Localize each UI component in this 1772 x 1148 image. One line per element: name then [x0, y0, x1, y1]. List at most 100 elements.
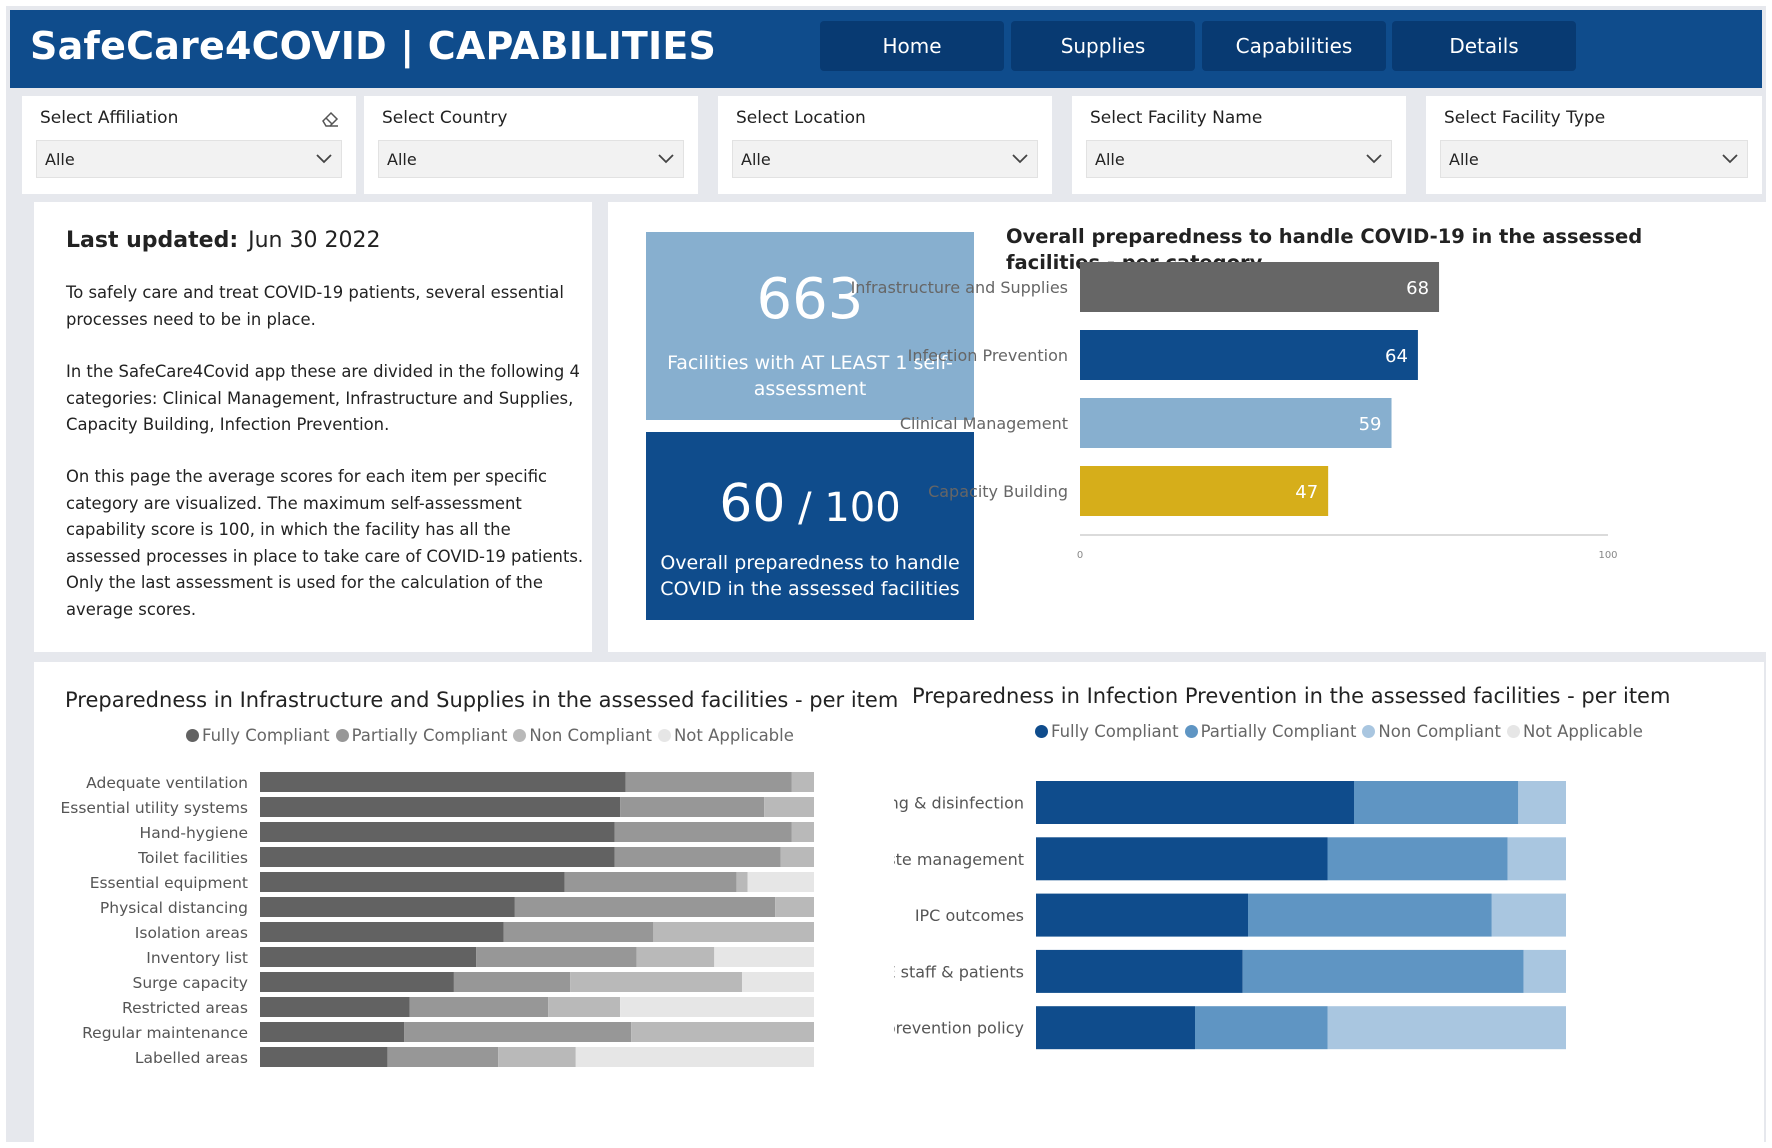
kpi-facilities-value: 663: [756, 267, 864, 332]
facility-name-select[interactable]: Alle: [1086, 140, 1392, 178]
item-label: Restricted areas: [122, 999, 248, 1017]
item-label: Surge capacity: [132, 974, 248, 992]
segment-partially-compliant-infection-prevention-policy: [1195, 1006, 1328, 1050]
filter-label: Select Affiliation: [40, 108, 179, 128]
item-label: Toilet facilities: [137, 849, 248, 867]
select-value: Alle: [1095, 150, 1125, 169]
x-tick-label: 100: [1598, 550, 1617, 561]
location-select[interactable]: Alle: [732, 140, 1038, 178]
infrastructure-legend: Fully Compliant Partially Compliant Non Co…: [186, 726, 794, 745]
legend-item-not-applicable[interactable]: Not Applicable: [1506, 722, 1643, 741]
segment-non-compliant-labelled-areas: [498, 1047, 576, 1067]
filter-affiliation: Select Affiliation Alle: [22, 96, 356, 194]
infection-stacked-chart: Cleaning & disinfection Waste management I…: [894, 781, 1566, 1050]
select-value: Alle: [741, 150, 771, 169]
bar-infection-prevention: [1080, 330, 1418, 380]
segment-partially-compliant-hand-hygiene: [614, 822, 792, 842]
infrastructure-stacked-chart: Adequate ventilation Essential utility sy…: [60, 772, 814, 1067]
nav-home-button[interactable]: Home: [820, 21, 1004, 71]
legend-item-not-applicable[interactable]: Not Applicable: [657, 726, 794, 745]
segment-non-compliant-ipc-outcomes: [1491, 893, 1566, 937]
category-label: Infrastructure and Supplies: [851, 278, 1068, 297]
legend-item-fully-compliant[interactable]: Fully Compliant: [1035, 722, 1179, 741]
item-label: Infection prevention policy: [894, 1019, 1024, 1038]
item-label: Cleaning & disinfection: [894, 794, 1024, 813]
x-tick-label: 0: [1077, 550, 1083, 561]
item-label: Isolation areas: [135, 924, 248, 942]
segment-partially-compliant-ppe-staff-patients: [1242, 949, 1524, 993]
segment-partially-compliant-physical-distancing: [514, 897, 776, 917]
segment-non-compliant-surge-capacity: [570, 972, 742, 992]
legend-item-partially-compliant[interactable]: Partially Compliant: [1184, 722, 1356, 741]
legend-item-fully-compliant[interactable]: Fully Compliant: [186, 726, 330, 745]
bar-capacity-building: [1080, 466, 1329, 516]
segment-partially-compliant-isolation-areas: [503, 922, 654, 942]
item-label: IPC outcomes: [915, 906, 1024, 925]
legend-dot: [1035, 725, 1048, 738]
legend-item-partially-compliant[interactable]: Partially Compliant: [335, 726, 508, 745]
select-value: Alle: [1449, 150, 1479, 169]
segment-fully-compliant-hand-hygiene: [260, 822, 615, 842]
segment-partially-compliant-cleaning-disinfection: [1354, 781, 1519, 824]
legend-item-non-compliant[interactable]: Non Compliant: [513, 726, 652, 745]
segment-partially-compliant-adequate-ventilation: [625, 772, 792, 792]
chevron-down-icon: [658, 154, 674, 164]
filter-facility-type: Select Facility Type Alle: [1426, 96, 1762, 194]
segment-non-compliant-hand-hygiene: [791, 822, 814, 842]
country-select[interactable]: Alle: [378, 140, 684, 178]
select-value: Alle: [387, 150, 417, 169]
bar-value-label: 47: [1295, 482, 1318, 503]
app-title: SafeCare4COVID | CAPABILITIES: [30, 24, 717, 68]
legend-label: Non Compliant: [1378, 722, 1501, 741]
facility-type-select[interactable]: Alle: [1440, 140, 1748, 178]
segment-non-compliant-infection-prevention-policy: [1327, 1006, 1566, 1050]
legend-dot: [513, 729, 527, 742]
last-updated: Last updated: Jun 30 2022: [66, 228, 380, 253]
dashboard-frame: SafeCare4COVID | CAPABILITIES Home Suppl…: [6, 6, 1766, 1142]
kpi-preparedness-score: 60 / 100: [646, 476, 974, 544]
info-paragraph: To safely care and treat COVID-19 patien…: [66, 283, 564, 329]
nav-supplies-button[interactable]: Supplies: [1011, 21, 1195, 71]
info-paragraph: In the SafeCare4Covid app these are divi…: [66, 362, 580, 434]
item-label: Regular maintenance: [82, 1024, 248, 1042]
segment-fully-compliant-waste-management: [1036, 837, 1328, 881]
affiliation-select[interactable]: Alle: [36, 140, 342, 178]
legend-label: Not Applicable: [673, 726, 794, 745]
bar-value-label: 64: [1385, 346, 1408, 367]
segment-fully-compliant-toilet-facilities: [260, 847, 615, 867]
segment-fully-compliant-ppe-staff-patients: [1036, 949, 1243, 993]
filter-label: Select Country: [382, 108, 508, 128]
eraser-icon[interactable]: [320, 110, 340, 128]
item-label: Labelled areas: [135, 1049, 248, 1067]
item-label: Adequate ventilation: [86, 774, 248, 792]
segment-partially-compliant-essential-equipment: [564, 872, 737, 892]
segment-fully-compliant-surge-capacity: [260, 972, 454, 992]
segment-fully-compliant-regular-maintenance: [260, 1022, 405, 1042]
segment-not-applicable-labelled-areas: [575, 1047, 814, 1067]
legend-dot: [335, 729, 349, 742]
segment-partially-compliant-labelled-areas: [387, 1047, 499, 1067]
kpi-preparedness-text: Overall preparedness to handle COVID in …: [660, 552, 960, 600]
segment-not-applicable-restricted-areas: [620, 997, 814, 1017]
segment-partially-compliant-waste-management: [1327, 837, 1508, 881]
chevron-down-icon: [1366, 154, 1382, 164]
chevron-down-icon: [1722, 154, 1738, 164]
segment-non-compliant-cleaning-disinfection: [1518, 781, 1566, 824]
segment-fully-compliant-restricted-areas: [260, 997, 410, 1017]
segment-non-compliant-regular-maintenance: [631, 1022, 814, 1042]
chevron-down-icon: [316, 154, 332, 164]
legend-label: Partially Compliant: [351, 726, 508, 745]
segment-non-compliant-isolation-areas: [653, 922, 814, 942]
nav-capabilities-button[interactable]: Capabilities: [1202, 21, 1386, 71]
legend-dot: [1362, 725, 1376, 738]
segment-fully-compliant-essential-equipment: [260, 872, 565, 892]
legend-item-non-compliant[interactable]: Non Compliant: [1362, 722, 1501, 741]
filter-facility-name: Select Facility Name Alle: [1072, 96, 1406, 194]
segment-non-compliant-adequate-ventilation: [791, 772, 814, 792]
segment-fully-compliant-physical-distancing: [260, 897, 515, 917]
chevron-down-icon: [1012, 154, 1028, 164]
nav-details-button[interactable]: Details: [1392, 21, 1576, 71]
segment-partially-compliant-ipc-outcomes: [1248, 893, 1492, 937]
item-label: Physical distancing: [100, 899, 248, 917]
segment-partially-compliant-inventory-list: [476, 947, 637, 967]
